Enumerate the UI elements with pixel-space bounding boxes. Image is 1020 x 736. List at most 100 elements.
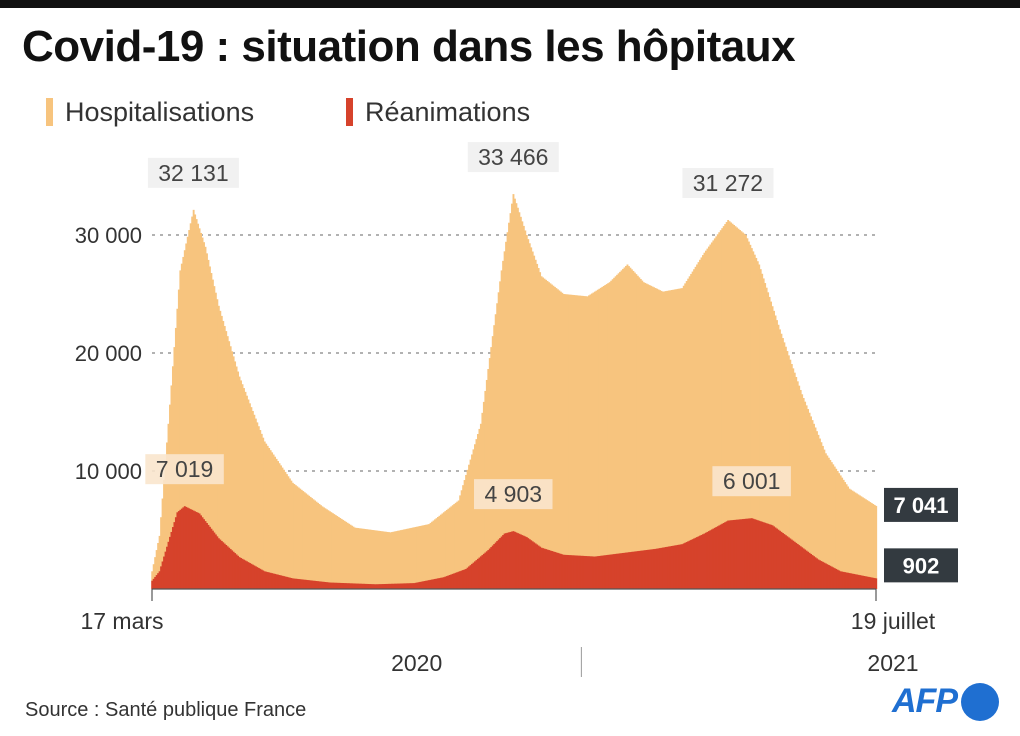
x-label-start: 17 mars [80, 608, 163, 634]
bar-hospitalisations [296, 486, 299, 589]
bar-hospitalisations [681, 288, 684, 589]
bar-hospitalisations [303, 492, 306, 589]
bar-reanimations [639, 550, 642, 589]
bar-reanimations [648, 549, 651, 589]
bar-reanimations [718, 525, 721, 589]
bar-reanimations [272, 573, 275, 589]
annotation-bg [467, 142, 559, 173]
bar-reanimations [776, 528, 778, 589]
bar-hospitalisations [400, 530, 402, 589]
bar-hospitalisations [259, 430, 262, 589]
bar-hospitalisations [721, 228, 724, 590]
bar-hospitalisations [262, 437, 265, 589]
bar-reanimations [400, 583, 402, 589]
legend-label-reanimations: Réanimations [365, 96, 531, 127]
bar-reanimations [485, 551, 488, 589]
bar-reanimations [553, 551, 556, 589]
bar-hospitalisations [693, 269, 696, 589]
bar-reanimations [179, 509, 182, 589]
bar-hospitalisations [439, 514, 442, 589]
bar-hospitalisations [444, 511, 447, 589]
bar-hospitalisations [352, 526, 355, 589]
bar-reanimations [820, 561, 823, 589]
bar-hospitalisations [488, 358, 491, 589]
bar-hospitalisations [614, 276, 617, 589]
bar-reanimations [564, 554, 567, 589]
bar-hospitalisations [820, 442, 823, 589]
bar-reanimations [650, 549, 653, 589]
bar-hospitalisations [219, 310, 222, 589]
bar-reanimations [623, 552, 626, 589]
bar-reanimations [391, 583, 393, 589]
bar-hospitalisations [742, 232, 744, 589]
bar-reanimations [746, 518, 749, 589]
bar-reanimations [479, 556, 482, 589]
bar-hospitalisations [715, 236, 718, 589]
bar-reanimations [657, 548, 660, 589]
bar-reanimations [672, 545, 675, 589]
bar-hospitalisations [497, 292, 500, 589]
bar-reanimations [468, 566, 470, 589]
bar-hospitalisations [602, 285, 605, 589]
bar-reanimations [620, 553, 623, 589]
bar-reanimations [293, 578, 296, 589]
bar-hospitalisations [448, 507, 451, 589]
bar-hospitalisations [229, 346, 232, 589]
bar-hospitalisations [823, 449, 826, 589]
bar-reanimations [423, 581, 426, 589]
bar-hospitalisations [545, 279, 547, 589]
bar-hospitalisations [217, 305, 220, 589]
bar-hospitalisations [585, 296, 587, 589]
bar-hospitalisations [673, 289, 676, 589]
bar-reanimations [743, 518, 746, 589]
bar-hospitalisations [626, 264, 629, 589]
bar-reanimations [768, 524, 771, 589]
bar-reanimations [750, 518, 753, 589]
bar-hospitalisations [579, 295, 582, 589]
bar-reanimations [360, 583, 362, 589]
bar-hospitalisations [534, 259, 537, 589]
y-tick-label: 20 000 [75, 341, 142, 366]
bar-hospitalisations [346, 522, 349, 589]
bar-reanimations [182, 507, 185, 589]
bar-hospitalisations [246, 395, 248, 589]
bar-hospitalisations [468, 464, 470, 589]
bar-hospitalisations [324, 508, 327, 589]
bar-hospitalisations [213, 286, 216, 589]
bar-hospitalisations [308, 495, 311, 589]
bar-reanimations [736, 519, 738, 589]
bar-hospitalisations [238, 376, 241, 589]
bar-hospitalisations [459, 495, 462, 589]
bar-hospitalisations [177, 289, 180, 589]
bar-reanimations [579, 555, 582, 589]
bar-reanimations [608, 554, 611, 589]
bar-reanimations [260, 569, 263, 589]
bar-reanimations [174, 517, 177, 589]
bar-reanimations [323, 581, 325, 589]
bar-hospitalisations [232, 356, 235, 589]
bar-reanimations [474, 561, 476, 589]
bar-hospitalisations [314, 500, 316, 589]
bar-reanimations [737, 519, 740, 589]
bar-reanimations [451, 573, 454, 589]
bar-hospitalisations [716, 234, 719, 590]
bar-reanimations [558, 553, 561, 589]
bar-reanimations [491, 545, 494, 589]
bar-hospitalisations [536, 263, 539, 589]
bar-reanimations [636, 551, 639, 589]
bar-reanimations [861, 575, 864, 589]
bar-reanimations [271, 573, 274, 589]
bar-hospitalisations [756, 261, 759, 589]
bar-reanimations [733, 519, 735, 589]
bar-hospitalisations [727, 219, 730, 590]
bar-hospitalisations [533, 255, 536, 589]
bar-reanimations [463, 569, 466, 589]
bar-reanimations [699, 535, 701, 589]
bar-reanimations [482, 553, 485, 589]
bar-reanimations [324, 582, 327, 589]
bar-reanimations [592, 556, 595, 589]
bar-hospitalisations [404, 529, 407, 589]
bar-hospitalisations [280, 465, 282, 589]
bar-reanimations [379, 584, 382, 589]
bar-hospitalisations [601, 286, 604, 589]
